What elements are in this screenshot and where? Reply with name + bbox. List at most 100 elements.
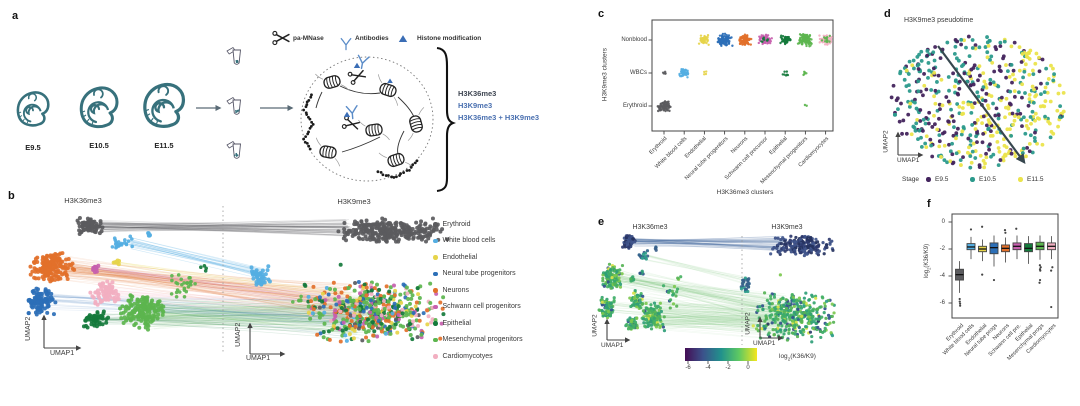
- panel-b-left-yaxis-label: UMAP2: [25, 316, 33, 341]
- umap-cluster: [111, 258, 122, 267]
- stage-label-e105: E10.5: [979, 176, 996, 183]
- cluster-blob: [656, 100, 672, 113]
- antibody-icon: [340, 37, 352, 51]
- legend-dot: [433, 255, 438, 260]
- umap-cluster: [758, 304, 765, 312]
- stage-dot-e95: [926, 177, 931, 182]
- panel-b-left-xaxis-label: UMAP1: [50, 350, 75, 357]
- triangle-icon: [353, 62, 361, 68]
- panel-e-mid-yaxis-label: UMAP2: [744, 312, 752, 335]
- umap-cluster: [661, 284, 680, 310]
- umap-cluster: [597, 295, 616, 320]
- panel-e-right-title: H3K9me3: [771, 224, 803, 231]
- panel-f-yaxis-label: log2(K36/K9): [924, 243, 932, 278]
- panel-a-label: a: [12, 10, 19, 22]
- legend-item: Mesenchymal progenitors: [433, 332, 523, 349]
- triangle-icon: [343, 111, 351, 117]
- cluster-blob: [802, 70, 808, 77]
- cluster-blob: [757, 33, 773, 46]
- nucleosome-icon: [378, 74, 398, 106]
- legend-item: Endothelial: [433, 249, 523, 266]
- panel-d-title: H3K9me3 pseudotime: [904, 17, 974, 24]
- umap-cluster: [762, 291, 767, 295]
- stage-dot-e105: [970, 177, 975, 182]
- panel-b-mid-xaxis-label: UMAP1: [246, 355, 271, 362]
- legend-dot: [433, 271, 438, 276]
- umap-cluster: [169, 273, 197, 299]
- nucleosome-icon: [315, 137, 341, 167]
- scissors-icon: [341, 115, 360, 130]
- panel-c-strip-plot: [648, 19, 834, 135]
- panel-c-ytick-wbcs: WBCs: [630, 70, 647, 76]
- triangle-icon: [387, 78, 393, 83]
- umap-cluster: [739, 276, 751, 294]
- embryo-stage-e115: E11.5: [154, 141, 174, 150]
- boxplot-Epithelial: [1024, 236, 1033, 264]
- umap-cluster: [146, 231, 152, 238]
- colorbar-tick: 0: [746, 365, 750, 371]
- cluster-blob: [781, 70, 790, 77]
- legend-item: Neurons: [433, 282, 523, 299]
- boxplot-Cardiomyocytes: [1047, 236, 1056, 309]
- cluster-blob: [716, 32, 734, 48]
- method-legend-histone-mod: Histone modification: [417, 35, 482, 42]
- tube-icon: [226, 140, 242, 159]
- antibody-icon: [345, 105, 358, 120]
- tube-icon: [226, 96, 242, 115]
- brace: [436, 46, 456, 193]
- stage-dot-e115: [1018, 177, 1023, 182]
- umap-cluster: [199, 264, 208, 273]
- panel-e-left-xaxis-label: UMAP1: [601, 342, 624, 349]
- stage-label-e115: E11.5: [1027, 176, 1044, 183]
- umap-cluster: [601, 262, 625, 290]
- panel-e-mid-xaxis-label: UMAP1: [753, 340, 776, 347]
- legend-dot: [433, 288, 438, 293]
- panel-f-ytick: 0: [941, 219, 945, 225]
- legend-dot: [433, 238, 438, 243]
- panel-b-mid-yaxis-label: UMAP2: [235, 322, 243, 347]
- umap-cluster: [291, 294, 303, 304]
- panel-e-left-title: H3K36me3: [632, 224, 668, 231]
- legend-item: Erythroid: [433, 216, 523, 233]
- panel-b-label: b: [8, 190, 15, 202]
- umap-cluster: [778, 273, 782, 277]
- cluster-blob: [702, 70, 708, 76]
- legend-dot: [433, 354, 438, 359]
- panel-c-yaxis-title: H3K9me3 clusters: [601, 48, 609, 102]
- umap-cluster: [639, 301, 667, 333]
- tube-icon: [226, 46, 242, 65]
- umap-cluster: [28, 251, 77, 284]
- legend-dot: [433, 321, 438, 326]
- panel-a-schematic: [16, 30, 456, 193]
- cluster-blob: [738, 33, 753, 46]
- cell-type-legend: Erythroid White blood cells Endothelial …: [433, 216, 523, 365]
- antibody-icon: [357, 54, 370, 70]
- panel-d-xaxis-label: UMAP1: [897, 157, 920, 164]
- cluster-blob: [697, 34, 710, 46]
- boxplot-Schwann cell pre.: [1012, 227, 1022, 260]
- output-combined: H3K36me3 + H3K9me3: [458, 113, 540, 122]
- cluster-blob: [796, 33, 813, 48]
- panel-f-ytick: -6: [939, 300, 945, 306]
- legend-dot: [433, 337, 438, 342]
- colorbar-tick: -4: [705, 365, 711, 371]
- boxplot-Mesenchymal progs: [1035, 235, 1045, 284]
- boxplot-Neural tube progs: [989, 235, 999, 282]
- legend-dot: [433, 222, 438, 227]
- umap-cluster: [676, 275, 683, 281]
- umap-cluster: [26, 286, 58, 317]
- panel-f-label: f: [927, 198, 931, 210]
- pseudotime-arrow: [937, 45, 1026, 164]
- umap-cluster: [249, 264, 272, 287]
- panel-b-left-title: H3K36me3: [64, 196, 102, 205]
- panel-f-ytick: -4: [939, 273, 945, 279]
- legend-item: Schwann cell progenitors: [433, 299, 523, 316]
- boxplot-White blood cells: [966, 228, 976, 260]
- nucleosome-icon: [315, 73, 349, 91]
- umap-cluster: [624, 316, 640, 331]
- umap-cluster: [110, 234, 134, 250]
- panel-e-label: e: [598, 216, 605, 228]
- panel-c-ytick-nonblood: Nonblood: [621, 37, 647, 43]
- umap-cluster: [653, 245, 658, 252]
